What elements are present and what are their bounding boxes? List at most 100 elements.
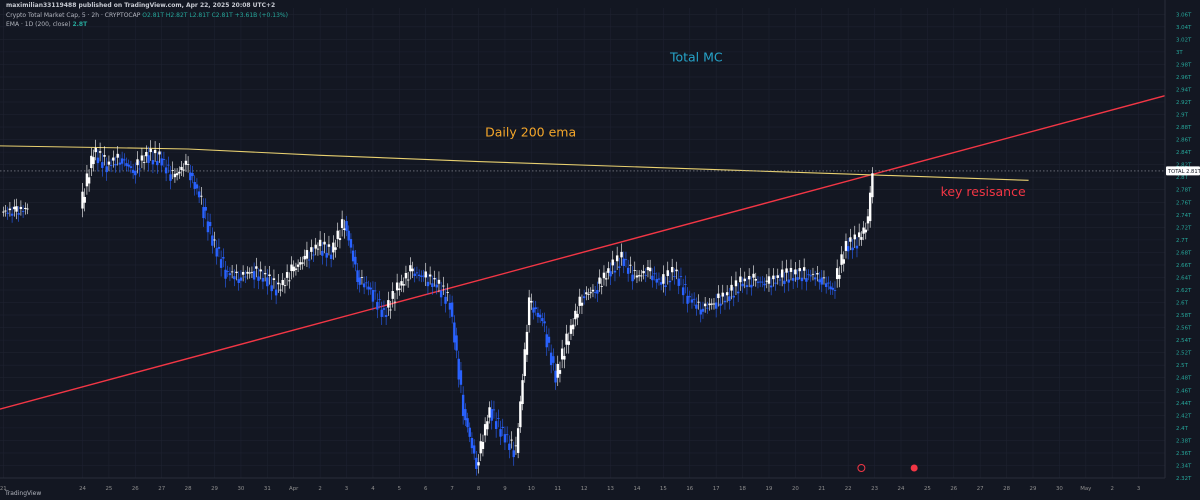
candle-body: [290, 264, 293, 272]
event-marker-icon[interactable]: [910, 464, 918, 472]
candle-body: [846, 246, 850, 252]
candle: [6, 206, 9, 220]
candle: [833, 281, 837, 299]
candle-body: [6, 212, 9, 214]
time-tick-label: 30: [237, 486, 244, 492]
price-axis[interactable]: 3.06T 3.04T 3.02T 3T 2.98T 2.96T 2.94T 2.92T 2.9…: [1164, 0, 1200, 500]
candle-body: [413, 273, 416, 276]
candle-body: [765, 280, 768, 282]
candle: [305, 241, 309, 267]
candle-body: [602, 272, 606, 279]
candle: [367, 280, 370, 296]
time-axis[interactable]: 21 24 25 26 27 28 29 30 31 Apr 2 3 4 5 6 7 8 9 10 11 12 13 14 1…: [0, 477, 1165, 492]
candle-body: [692, 298, 696, 300]
candle-body: [371, 290, 375, 302]
time-tick-label: 27: [977, 486, 984, 492]
candle: [446, 283, 449, 302]
candle-body: [270, 285, 273, 292]
candle: [127, 159, 130, 172]
candle: [657, 272, 661, 286]
candle: [662, 265, 665, 293]
candle: [277, 274, 280, 293]
candle-body: [576, 313, 579, 318]
candle-body: [525, 331, 529, 355]
price-tick-label: 2.36T: [1176, 451, 1192, 457]
candle-body: [402, 284, 405, 286]
candle: [765, 274, 768, 289]
time-tick-label: 28: [1003, 486, 1010, 492]
candle-body: [455, 335, 458, 351]
candle-body: [598, 277, 601, 284]
candle-body: [433, 278, 436, 280]
candle: [151, 151, 155, 174]
candle: [200, 187, 203, 205]
candle-body: [230, 271, 234, 273]
candle: [571, 317, 575, 336]
candle-body: [160, 158, 163, 166]
candle: [670, 258, 674, 281]
ema-label: EMA · 1D (200, close): [6, 21, 71, 28]
candle: [138, 160, 141, 177]
candle-body: [624, 259, 628, 261]
candle: [158, 143, 161, 163]
candle-body: [701, 308, 705, 312]
candle-body: [310, 247, 313, 252]
candle: [365, 276, 368, 290]
price-tick-label: 2.6T: [1176, 301, 1189, 307]
candle: [699, 301, 702, 323]
candle: [180, 160, 183, 176]
candle: [794, 262, 797, 282]
candle-body: [530, 300, 533, 303]
candle-body: [338, 238, 342, 241]
candle-body: [483, 424, 487, 436]
candle: [675, 261, 678, 280]
candle-body: [468, 427, 471, 437]
candle: [607, 261, 610, 280]
candle: [395, 273, 399, 300]
candle-body: [690, 299, 694, 303]
candle-body: [356, 270, 359, 282]
candle-body: [428, 274, 432, 277]
candle: [547, 328, 551, 352]
candle: [701, 301, 705, 319]
candle: [604, 271, 608, 287]
candle: [728, 287, 731, 310]
candle-body: [554, 370, 557, 383]
candle: [349, 233, 353, 254]
candle: [736, 282, 740, 303]
time-tick-label: 23: [871, 486, 878, 492]
candle: [371, 281, 375, 311]
price-tick-label: 2.44T: [1176, 401, 1192, 407]
candle: [468, 422, 471, 443]
candle-body: [657, 278, 661, 280]
candle: [785, 259, 788, 282]
candle: [477, 454, 480, 474]
candle: [301, 256, 304, 270]
time-tick-label: 6: [424, 486, 428, 492]
candle-body: [512, 450, 515, 458]
price-tick-label: 2.94T: [1176, 87, 1192, 93]
candle-body: [857, 232, 861, 238]
candle-body: [204, 206, 207, 211]
candle-body: [10, 213, 14, 216]
candle: [552, 348, 555, 371]
candle-body: [829, 286, 832, 290]
candle-body: [294, 268, 298, 270]
candle: [692, 292, 696, 306]
candle-body: [510, 439, 513, 441]
candle: [651, 268, 654, 288]
candle-body: [175, 173, 179, 176]
candle-body: [103, 155, 106, 157]
candle: [798, 259, 801, 280]
candle: [409, 257, 412, 280]
candle-body: [303, 255, 306, 260]
event-marker-icon[interactable]: [857, 464, 866, 472]
candle-body: [349, 239, 353, 248]
candle-body: [169, 174, 172, 181]
time-tick-label: 27: [158, 486, 165, 492]
candle-body: [345, 221, 348, 231]
candle: [85, 165, 89, 195]
candle: [354, 250, 357, 272]
candle-body: [688, 296, 691, 298]
